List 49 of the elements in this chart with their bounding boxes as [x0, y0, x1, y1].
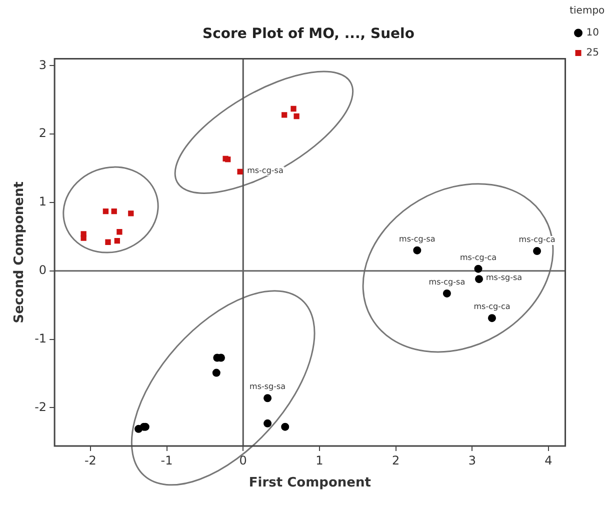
point	[533, 247, 542, 256]
point	[475, 275, 484, 284]
point	[80, 231, 86, 237]
legend-label: 10	[586, 28, 600, 39]
point	[114, 238, 120, 244]
point	[212, 368, 220, 377]
point	[105, 239, 111, 245]
point	[413, 246, 422, 254]
y-tick-label: 3	[38, 58, 47, 72]
y-tick-label: 2	[38, 126, 47, 140]
chart-title: Score Plot of MO, ..., Suelo	[202, 26, 415, 42]
annotation: ms-cg-ca	[518, 235, 556, 244]
point	[264, 419, 272, 428]
x-tick-label: 4	[544, 453, 552, 468]
annotation: ms-cg-sa	[428, 278, 466, 287]
y-tick-label: -1	[34, 331, 47, 346]
point	[294, 113, 300, 120]
annotation: ms-cg-ca	[460, 252, 497, 262]
annotation: ms-cg-ca	[474, 302, 510, 312]
annotation: ms-sg-sa	[486, 273, 522, 282]
annotation: ms-cg-sa	[247, 166, 284, 175]
point	[290, 106, 296, 112]
point	[111, 208, 117, 214]
point	[488, 314, 496, 322]
x-tick-label: 1	[316, 453, 324, 468]
x-tick-label: 0	[239, 453, 247, 468]
y-tick-label: 1	[38, 194, 47, 209]
point	[282, 112, 288, 118]
point	[264, 394, 272, 402]
point	[442, 289, 451, 298]
x-tick-label: -1	[160, 453, 173, 468]
x-axis-title: First Component	[248, 476, 371, 491]
annotation: ms-sg-sa	[250, 382, 286, 392]
point	[116, 229, 122, 235]
point	[102, 208, 109, 214]
y-tick-label: 0	[38, 262, 47, 277]
x-tick-label: 3	[468, 453, 476, 468]
x-tick-label: -2	[84, 453, 96, 468]
point	[474, 264, 482, 273]
y-axis-title: Second Component	[12, 182, 28, 324]
annotation: ms-cg-sa	[399, 234, 436, 244]
x-tick-label: 2	[392, 453, 400, 468]
point	[128, 210, 134, 216]
y-tick-label: -2	[34, 400, 47, 414]
point	[222, 156, 228, 162]
point	[237, 168, 243, 175]
legend-title: tiempo	[570, 6, 605, 17]
point	[281, 422, 290, 431]
legend-label: 25	[586, 48, 600, 59]
